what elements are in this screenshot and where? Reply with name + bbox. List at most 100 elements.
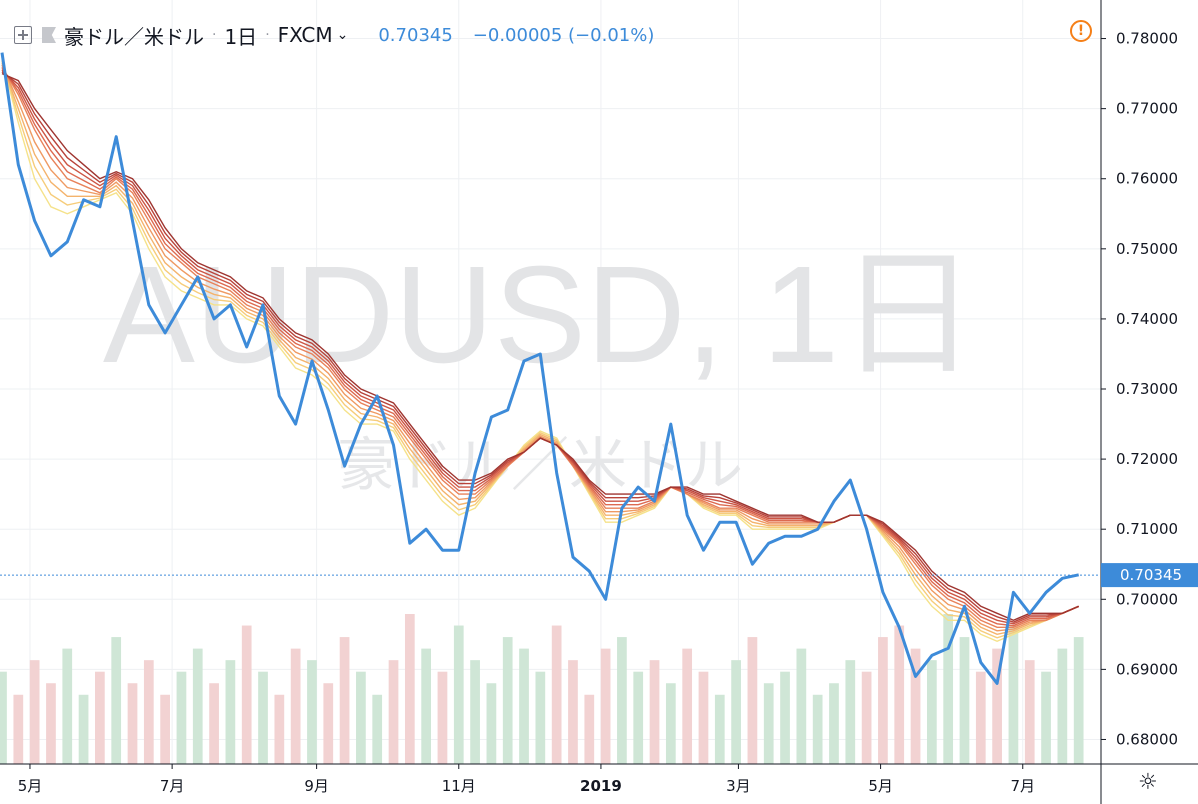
volume-bar — [812, 694, 823, 764]
volume-bar — [861, 671, 872, 764]
price-tick-label: 0.77000 — [1116, 100, 1178, 118]
volume-bar — [258, 671, 268, 764]
volume-bar — [127, 683, 138, 764]
volume-bar — [992, 648, 1002, 764]
volume-bar — [388, 660, 399, 764]
time-tick-label: 7月 — [1010, 777, 1035, 795]
volume-bar — [943, 614, 954, 764]
volume-bar — [763, 683, 774, 764]
volume-bar — [241, 625, 252, 764]
price-line — [0, 52, 1080, 685]
chevron-down-icon[interactable]: ⌄ — [336, 27, 349, 43]
volume-bar — [46, 683, 56, 764]
volume-bar — [0, 671, 7, 764]
price-tick-label: 0.75000 — [1116, 240, 1178, 258]
volume-bar — [1057, 648, 1068, 764]
volume-bar — [486, 683, 497, 764]
volume-bar — [519, 648, 529, 764]
time-tick-label: 7月 — [160, 777, 185, 795]
volume-bar — [225, 660, 236, 764]
price-tick-label: 0.78000 — [1116, 30, 1178, 48]
alert-icon[interactable]: ! — [1070, 20, 1092, 42]
volume-bar — [1041, 671, 1051, 764]
volume-bar — [111, 637, 122, 764]
volume-bar — [13, 694, 24, 764]
price-tick-label: 0.72000 — [1116, 450, 1178, 468]
volume-bar — [649, 660, 660, 764]
volume-bar — [95, 671, 105, 764]
volume-bar — [437, 671, 448, 764]
time-tick-label: 11月 — [442, 777, 476, 795]
last-price-marker: 0.70345 — [1101, 563, 1198, 588]
symbol-name[interactable]: 豪ドル／米ドル — [64, 24, 204, 49]
time-axis[interactable]: 5月 7月 9月 11月 2019 3月 5月 7月 — [18, 764, 1035, 795]
volume-bar — [910, 648, 921, 764]
volume-bar — [421, 648, 432, 764]
volume-bar — [975, 671, 986, 764]
volume-bar — [845, 660, 856, 764]
separator-dot: · — [265, 27, 270, 43]
volume-bar — [600, 648, 611, 764]
volume-bar — [404, 614, 415, 764]
plus-box-icon[interactable] — [14, 26, 32, 44]
volume-bar — [568, 660, 578, 764]
volume-bar — [617, 637, 627, 764]
volume-bar — [959, 637, 970, 764]
ma-line — [1, 72, 1079, 622]
volume-bar — [356, 671, 366, 764]
time-tick-label: 5月 — [18, 777, 43, 795]
price-tick-label: 0.69000 — [1116, 660, 1178, 678]
volume-bar — [633, 671, 644, 764]
volume-bar — [698, 671, 709, 764]
volume-bar — [143, 660, 154, 764]
volume-bar — [323, 683, 334, 764]
exchange-label[interactable]: FXCM — [277, 23, 333, 47]
price-tick-label: 0.70000 — [1116, 590, 1178, 608]
volume-bar — [29, 660, 40, 764]
volume-bar — [894, 625, 905, 764]
price-tick-label: 0.74000 — [1116, 310, 1178, 328]
volume-bar — [780, 671, 790, 764]
price-tick-label: 0.73000 — [1116, 380, 1178, 398]
price-tick-label: 0.71000 — [1116, 520, 1178, 538]
price-change: −0.00005 (−0.01%) — [472, 24, 655, 46]
volume-bar — [62, 648, 73, 764]
last-price-label: 0.70345 — [1120, 566, 1182, 584]
volume-bar — [796, 648, 807, 764]
legend-header: 豪ドル／米ドル · 1日 · FXCM ⌄ 0.70345 −0.00005 (… — [14, 18, 654, 52]
volume-bar — [731, 660, 741, 764]
price-tick-label: 0.68000 — [1116, 730, 1178, 748]
volume-bar — [78, 694, 89, 764]
volume-bar — [1008, 625, 1019, 764]
volume-bar — [176, 671, 187, 764]
time-tick-label: 2019 — [580, 777, 622, 795]
volume-bar — [878, 637, 888, 764]
ma-line — [1, 64, 1079, 632]
price-axis[interactable]: 0.78000 0.77000 0.76000 0.75000 0.74000 0.730… — [1101, 30, 1178, 749]
volume-bar — [502, 637, 513, 764]
interval-label[interactable]: 1日 — [224, 24, 258, 49]
volume-bar — [714, 694, 725, 764]
volume-bar — [209, 683, 219, 764]
price-tick-label: 0.76000 — [1116, 170, 1178, 188]
volume-bar — [747, 637, 758, 764]
time-tick-label: 9月 — [304, 777, 329, 795]
volume-bar — [160, 694, 170, 764]
watermark-symbol: AUDUSD, 1日 — [103, 238, 977, 392]
volume-bar — [665, 683, 676, 764]
volume-bar — [1073, 637, 1084, 764]
volume-bar — [829, 683, 839, 764]
ma-ribbon — [1, 59, 1079, 643]
volume-bar — [584, 694, 595, 764]
volume-bar — [290, 648, 301, 764]
volume-bar — [470, 660, 480, 764]
volume-bar — [307, 660, 317, 764]
time-tick-label: 3月 — [726, 777, 751, 795]
volume-bar — [274, 694, 285, 764]
volume-bar — [372, 694, 383, 764]
gear-icon[interactable]: ☼ — [1138, 770, 1158, 795]
volume-bar — [551, 625, 562, 764]
volume-bar — [1024, 660, 1035, 764]
ma-line — [1, 61, 1079, 639]
